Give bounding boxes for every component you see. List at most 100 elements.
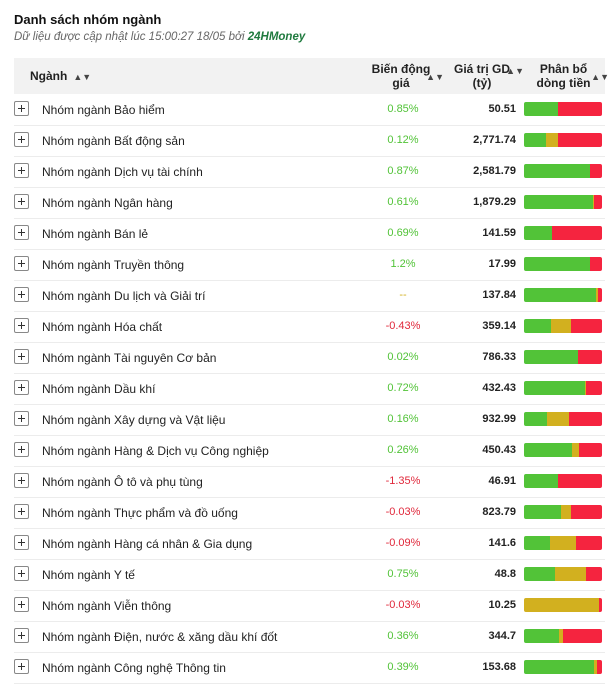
money-flow-bar	[524, 443, 602, 457]
sort-icon[interactable]: ▲▼	[426, 72, 444, 82]
table-row[interactable]: Nhóm ngành Xây dựng và Vật liệu 0.16% 932.…	[14, 405, 605, 436]
expand-icon[interactable]	[14, 442, 29, 457]
flow-down-segment	[590, 164, 602, 178]
trade-value: 137.84	[482, 289, 516, 301]
expand-icon[interactable]	[14, 225, 29, 240]
expand-icon[interactable]	[14, 194, 29, 209]
brand-link[interactable]: 24HMoney	[247, 31, 306, 43]
sector-name[interactable]: Nhóm ngành Tài nguyên Cơ bản	[42, 351, 217, 365]
table-row[interactable]: Nhóm ngành Bất động sản 0.12% 2,771.74	[14, 126, 605, 157]
expand-icon[interactable]	[14, 349, 29, 364]
expand-icon[interactable]	[14, 566, 29, 581]
sector-name[interactable]: Nhóm ngành Bán lẻ	[42, 227, 149, 241]
trade-value: 432.43	[482, 382, 516, 394]
table-row[interactable]: Nhóm ngành Ngân hàng 0.61% 1,879.29	[14, 188, 605, 219]
header-nganh-label: Ngành	[30, 69, 68, 83]
expand-icon[interactable]	[14, 132, 29, 147]
expand-icon[interactable]	[14, 411, 29, 426]
expand-icon[interactable]	[14, 597, 29, 612]
header-phan-bo[interactable]: Phân bổ dòng tiền ▲▼	[526, 62, 610, 90]
expand-icon[interactable]	[14, 101, 29, 116]
trade-value: 450.43	[482, 444, 516, 456]
expand-icon[interactable]	[14, 659, 29, 674]
sort-icon[interactable]: ▲▼	[591, 72, 609, 82]
table-row[interactable]: Nhóm ngành Dầu khí 0.72% 432.43	[14, 374, 605, 405]
sector-name[interactable]: Nhóm ngành Điện, nước & xăng dầu khí đốt	[42, 630, 278, 644]
flow-flat-segment	[559, 629, 563, 643]
table-row[interactable]: Nhóm ngành Hóa chất -0.43% 359.14	[14, 312, 605, 343]
sector-name[interactable]: Nhóm ngành Xây dựng và Vật liệu	[42, 413, 226, 427]
expand-icon[interactable]	[14, 628, 29, 643]
sector-name[interactable]: Nhóm ngành Hàng cá nhân & Gia dụng	[42, 537, 253, 551]
price-change: 0.12%	[387, 134, 419, 146]
expand-icon[interactable]	[14, 380, 29, 395]
flow-up-segment	[524, 536, 550, 550]
header-gia-tri[interactable]: Giá trị GD (tỷ) ▲▼	[446, 62, 524, 90]
table-row[interactable]: Nhóm ngành Bảo hiểm 0.85% 50.51	[14, 95, 605, 126]
flow-up-segment	[524, 381, 585, 395]
table-row[interactable]: Nhóm ngành Y tế 0.75% 48.8	[14, 560, 605, 591]
expand-icon[interactable]	[14, 473, 29, 488]
money-flow-bar	[524, 102, 602, 116]
table-row[interactable]: Nhóm ngành Truyền thông 1.2% 17.99	[14, 250, 605, 281]
price-change: -0.43%	[385, 320, 421, 332]
flow-flat-segment	[572, 443, 579, 457]
sector-name[interactable]: Nhóm ngành Dịch vụ tài chính	[42, 165, 203, 179]
sector-name[interactable]: Nhóm ngành Bảo hiểm	[42, 103, 165, 117]
sector-name[interactable]: Nhóm ngành Ngân hàng	[42, 196, 173, 210]
sector-name[interactable]: Nhóm ngành Viễn thông	[42, 599, 172, 613]
sort-icon[interactable]: ▲▼	[506, 66, 524, 76]
flow-down-segment	[570, 319, 602, 333]
sector-name[interactable]: Nhóm ngành Dầu khí	[42, 382, 156, 396]
trade-value: 932.99	[482, 413, 516, 425]
table-row[interactable]: Nhóm ngành Dịch vụ tài chính 0.87% 2,581.7…	[14, 157, 605, 188]
table-row[interactable]: Nhóm ngành Bán lẻ 0.69% 141.59	[14, 219, 605, 250]
trade-value: 359.14	[482, 320, 516, 332]
sector-name[interactable]: Nhóm ngành Truyền thông	[42, 258, 185, 272]
price-change: 0.26%	[387, 444, 419, 456]
flow-flat-segment	[549, 536, 577, 550]
table-row[interactable]: Nhóm ngành Thực phẩm và đồ uống -0.03% 823…	[14, 498, 605, 529]
header-nganh[interactable]: Ngành ▲▼	[30, 69, 91, 83]
flow-flat-segment	[545, 133, 558, 147]
flow-flat-segment	[524, 598, 599, 612]
price-change: 0.02%	[387, 351, 419, 363]
header-bien-dong[interactable]: Biến động giá ▲▼	[364, 62, 444, 90]
table-row[interactable]: Nhóm ngành Điện, nước & xăng dầu khí đốt…	[14, 622, 605, 653]
trade-value: 786.33	[482, 351, 516, 363]
expand-icon[interactable]	[14, 287, 29, 302]
flow-up-segment	[524, 319, 552, 333]
table-row[interactable]: Nhóm ngành Hàng cá nhân & Gia dụng -0.09%…	[14, 529, 605, 560]
table-row[interactable]: Nhóm ngành Du lịch và Giải trí -- 137.84	[14, 281, 605, 312]
sector-name[interactable]: Nhóm ngành Công nghệ Thông tin	[42, 661, 226, 675]
price-change: -0.03%	[385, 599, 421, 611]
expand-icon[interactable]	[14, 504, 29, 519]
sector-name[interactable]: Nhóm ngành Ô tô và phụ tùng	[42, 475, 203, 489]
table-row[interactable]: Nhóm ngành Hàng & Dịch vụ Công nghiệp 0.2…	[14, 436, 605, 467]
table-row[interactable]: Nhóm ngành Công nghệ Thông tin 0.39% 153.6…	[14, 653, 605, 684]
header-phan-bo-line2: dòng tiền	[536, 76, 591, 90]
trade-value: 2,581.79	[473, 165, 516, 177]
expand-icon[interactable]	[14, 535, 29, 550]
sector-name[interactable]: Nhóm ngành Du lịch và Giải trí	[42, 289, 206, 303]
expand-icon[interactable]	[14, 163, 29, 178]
money-flow-bar	[524, 629, 602, 643]
flow-down-segment	[557, 133, 602, 147]
table-row[interactable]: Nhóm ngành Viễn thông -0.03% 10.25	[14, 591, 605, 622]
flow-down-segment	[598, 288, 602, 302]
sector-name[interactable]: Nhóm ngành Hàng & Dịch vụ Công nghiệp	[42, 444, 269, 458]
trade-value: 46.91	[488, 475, 516, 487]
sector-name[interactable]: Nhóm ngành Y tế	[42, 568, 135, 582]
sector-name[interactable]: Nhóm ngành Hóa chất	[42, 320, 163, 334]
sector-table-body: Nhóm ngành Bảo hiểm 0.85% 50.51 Nhóm ngành …	[14, 95, 605, 684]
trade-value: 1,879.29	[473, 196, 516, 208]
price-change: -0.09%	[385, 537, 421, 549]
sector-name[interactable]: Nhóm ngành Bất động sản	[42, 134, 185, 148]
sort-icon[interactable]: ▲▼	[73, 72, 92, 82]
table-row[interactable]: Nhóm ngành Tài nguyên Cơ bản 0.02% 786.33	[14, 343, 605, 374]
sector-name[interactable]: Nhóm ngành Thực phẩm và đồ uống	[42, 506, 238, 520]
expand-icon[interactable]	[14, 318, 29, 333]
expand-icon[interactable]	[14, 256, 29, 271]
flow-flat-segment	[546, 412, 570, 426]
table-row[interactable]: Nhóm ngành Ô tô và phụ tùng -1.35% 46.91	[14, 467, 605, 498]
